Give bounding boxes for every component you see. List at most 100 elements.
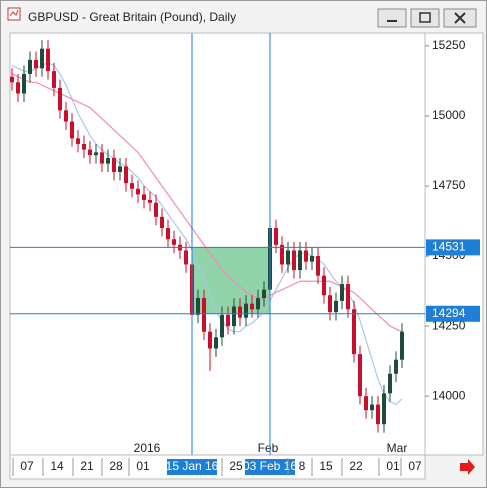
candle-body (142, 194, 146, 201)
x-tick-label: 01 (136, 459, 150, 473)
candle-body (154, 202, 158, 217)
candle-body (322, 275, 326, 296)
candle-body (214, 337, 218, 349)
candle-body (34, 59, 38, 69)
y-tick-label: 14750 (432, 178, 466, 192)
minimize-button[interactable] (377, 8, 407, 28)
candle-body (370, 404, 374, 411)
x-tick-label: 14 (50, 459, 64, 473)
moving-average (11, 73, 403, 333)
y-tick-label: 14000 (432, 388, 466, 402)
candle-body (352, 309, 356, 355)
candle-body (310, 256, 314, 262)
candle-body (376, 404, 380, 425)
candle-body (250, 303, 254, 310)
candle-body (292, 250, 296, 271)
candle-body (124, 166, 128, 184)
candle-body (382, 393, 386, 425)
candle-body (226, 314, 230, 327)
close-button[interactable] (443, 8, 477, 28)
candle-body (316, 256, 320, 276)
candle-body (112, 157, 116, 172)
candle-body (58, 87, 62, 111)
x-tick-label: 25 (229, 459, 243, 473)
candle-body (286, 250, 290, 265)
candle-body (52, 71, 56, 88)
y-tick-label: 15000 (432, 108, 466, 122)
period-label: Feb (258, 441, 279, 455)
candle-body (334, 300, 338, 313)
app-icon (7, 7, 21, 21)
window-title: GBPUSD - Great Britain (Pound), Daily (28, 10, 236, 24)
x-tick-label: 22 (349, 459, 363, 473)
x-tick-label: 8 (299, 459, 306, 473)
candle-body (220, 314, 224, 338)
candle-body (244, 303, 248, 318)
time-axis (9, 454, 426, 480)
candle-body (172, 239, 176, 245)
price-label: 14294 (432, 306, 466, 320)
candle-body (10, 76, 14, 83)
candle-body (304, 250, 308, 262)
candle-body (298, 250, 302, 271)
price-label-box (426, 239, 480, 256)
candle-body (196, 298, 200, 315)
candle-body (28, 59, 32, 74)
candle-body (340, 284, 344, 301)
x-tick-label: 15 (319, 459, 333, 473)
candle-body (364, 396, 368, 411)
candle-body (94, 152, 98, 156)
candle-body (46, 48, 50, 72)
candle-body (76, 138, 80, 144)
candle-body (394, 359, 398, 374)
x-tick-label: 28 (109, 459, 123, 473)
candle-body (70, 121, 74, 139)
candle-body (184, 250, 188, 265)
candle-body (262, 289, 266, 299)
moving-average (11, 62, 403, 406)
price-label: 14531 (432, 240, 466, 254)
x-tick-label: 01 (386, 459, 400, 473)
app-icon-glyph (9, 9, 19, 17)
x-tick-label: 21 (80, 459, 94, 473)
candle-body (274, 228, 278, 245)
candle-body (22, 73, 26, 94)
candle-body (238, 306, 242, 318)
maximize-button[interactable] (410, 8, 440, 28)
candle-body (148, 200, 152, 203)
candle-body (64, 110, 68, 122)
x-tick-label: 07 (408, 459, 422, 473)
candle-body (130, 183, 134, 189)
candle-body (106, 157, 110, 164)
candle-body (160, 216, 164, 229)
plot-area (9, 32, 426, 456)
x-label-highlight (167, 459, 217, 475)
candle-body (136, 188, 140, 195)
candle-body (280, 244, 284, 265)
x-label-highlight (245, 459, 295, 475)
period-label: 2016 (134, 441, 161, 455)
candle-body (166, 228, 170, 240)
candle-body (202, 298, 206, 332)
candle-body (328, 295, 332, 313)
period-label: Mar (387, 441, 408, 455)
candle-body (208, 331, 212, 349)
candle-body (88, 149, 92, 156)
y-tick-label: 14250 (432, 318, 466, 332)
y-tick-label: 15250 (432, 38, 466, 52)
candle-body (346, 284, 350, 310)
candle-body (82, 143, 86, 150)
price-label-box (426, 305, 480, 322)
scroll-arrow[interactable] (460, 459, 475, 475)
candle-body (388, 373, 392, 394)
candle-body (100, 152, 104, 164)
candle-body (40, 48, 44, 69)
x-tick-label: 03 Feb 16 (243, 459, 297, 473)
x-tick-label: 15 Jan 16 (166, 459, 219, 473)
candle-body (118, 166, 122, 172)
candle-body (256, 298, 260, 310)
candle-body (358, 354, 362, 397)
candle-body (16, 82, 20, 94)
candle-body (232, 306, 236, 327)
